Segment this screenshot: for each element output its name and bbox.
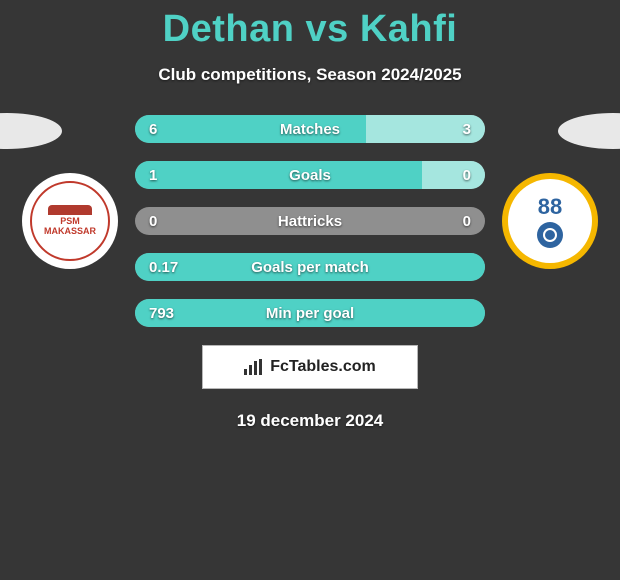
stat-row: 0.17Goals per match — [135, 253, 485, 281]
date-text: 19 december 2024 — [0, 411, 620, 431]
stat-row: 6Matches3 — [135, 115, 485, 143]
comparison-stage: PSMMAKASSAR 88 6Matches31Goals00Hattrick… — [0, 113, 620, 327]
soccer-ball-icon — [537, 222, 563, 248]
bar-chart-icon — [244, 359, 264, 375]
stat-label: Goals — [135, 161, 485, 189]
stat-row: 793Min per goal — [135, 299, 485, 327]
subtitle: Club competitions, Season 2024/2025 — [0, 65, 620, 85]
brand-text: FcTables.com — [270, 358, 376, 376]
stat-value-right: 3 — [463, 115, 471, 143]
page-title: Dethan vs Kahfi — [0, 0, 620, 51]
branding-box[interactable]: FcTables.com — [202, 345, 418, 389]
stat-label: Matches — [135, 115, 485, 143]
stat-row: 0Hattricks0 — [135, 207, 485, 235]
psm-text: PSMMAKASSAR — [44, 217, 96, 237]
player-right-silhouette — [558, 113, 620, 149]
player-left-silhouette — [0, 113, 62, 149]
club-logo-left-inner: PSMMAKASSAR — [30, 181, 110, 261]
stat-label: Min per goal — [135, 299, 485, 327]
stat-rows: 6Matches31Goals00Hattricks00.17Goals per… — [135, 113, 485, 327]
stat-row: 1Goals0 — [135, 161, 485, 189]
club-logo-left: PSMMAKASSAR — [22, 173, 118, 269]
stat-label: Goals per match — [135, 253, 485, 281]
stat-value-right: 0 — [463, 161, 471, 189]
psm-roof-icon — [48, 205, 92, 215]
stat-value-right: 0 — [463, 207, 471, 235]
club-logo-right: 88 — [502, 173, 598, 269]
stat-label: Hattricks — [135, 207, 485, 235]
club-logo-right-inner: 88 — [508, 179, 592, 263]
club-right-number: 88 — [538, 194, 562, 220]
